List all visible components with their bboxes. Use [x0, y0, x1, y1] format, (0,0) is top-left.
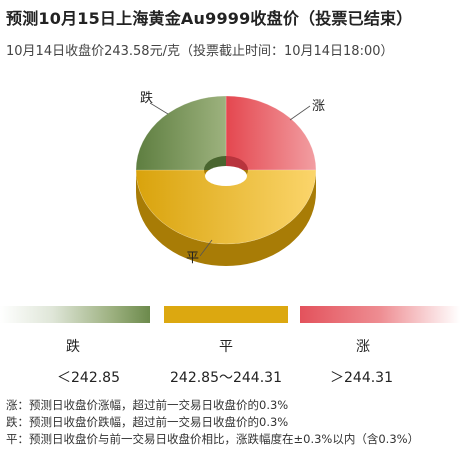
note-flat: 平：预测日收盘价与前一交易日收盘价相比，涨跌幅度在±0.3%以内（含0.3%） — [6, 432, 420, 446]
note-up: 涨：预测日收盘价涨幅，超过前一交易日收盘价的0.3% — [6, 398, 289, 412]
legend-range-down: ＜242.85 — [57, 370, 120, 386]
pie-leader-flat — [199, 239, 213, 257]
legend-name-flat: 平 — [219, 339, 233, 355]
pie-leader-down — [149, 102, 169, 115]
pie-label-flat: 平 — [186, 251, 199, 266]
legend-bar-flat — [164, 306, 288, 323]
legend-bar-up — [300, 306, 460, 323]
pie-hole — [205, 166, 247, 186]
pie-leader-up — [289, 105, 311, 121]
pie-wall-flat — [136, 170, 316, 266]
legend-bar-down — [0, 306, 150, 323]
chart-title: 预测10月15日上海黄金Au9999收盘价（投票已结束） — [6, 9, 413, 28]
pie-slice-flat — [135, 169, 317, 245]
pie-label-up: 涨 — [312, 99, 325, 114]
legend-range-flat: 242.85～244.31 — [170, 370, 282, 386]
pie-slice-up — [225, 95, 317, 171]
pie-slice-down — [135, 95, 227, 171]
legend-name-up: 涨 — [356, 339, 370, 355]
pie-chart: 涨平 跌 — [135, 90, 325, 266]
note-down: 跌：预测日收盘价跌幅，超过前一交易日收盘价的0.3% — [6, 415, 289, 429]
legend-range-up: ＞244.31 — [330, 370, 393, 386]
legend-name-down: 跌 — [66, 339, 80, 355]
pie-label-down: 跌 — [140, 90, 153, 106]
chart-subtitle: 10月14日收盘价243.58元/克（投票截止时间：10月14日18:00） — [6, 44, 394, 59]
